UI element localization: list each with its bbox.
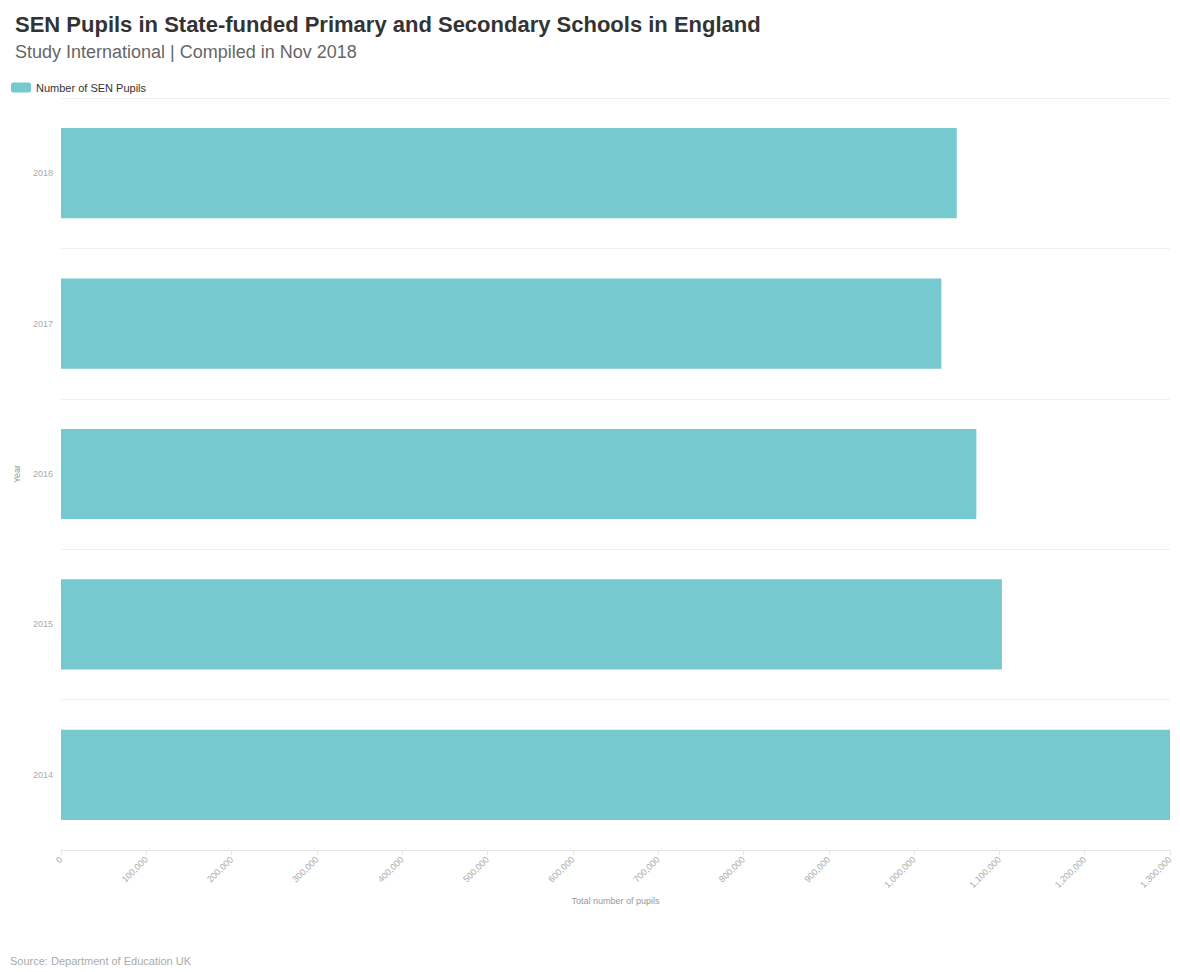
svg-text:700,000: 700,000	[632, 854, 662, 884]
svg-text:2016: 2016	[33, 469, 53, 479]
svg-text:500,000: 500,000	[461, 854, 491, 884]
svg-text:200,000: 200,000	[205, 854, 235, 884]
svg-text:1,000,000: 1,000,000	[882, 854, 917, 889]
svg-text:2015: 2015	[33, 619, 53, 629]
svg-text:SEN Pupils in State-funded Pri: SEN Pupils in State-funded Primary and S…	[15, 12, 761, 37]
svg-text:400,000: 400,000	[376, 854, 406, 884]
svg-text:1,300,000: 1,300,000	[1138, 854, 1173, 889]
svg-text:1,100,000: 1,100,000	[968, 854, 1003, 889]
svg-text:2014: 2014	[33, 770, 53, 780]
svg-text:Number of SEN Pupils: Number of SEN Pupils	[36, 82, 147, 94]
svg-text:Total number of pupils: Total number of pupils	[571, 896, 660, 906]
svg-text:1,200,000: 1,200,000	[1053, 854, 1088, 889]
svg-text:2017: 2017	[33, 319, 53, 329]
svg-text:600,000: 600,000	[546, 854, 576, 884]
svg-text:Year: Year	[12, 465, 22, 483]
svg-text:2018: 2018	[33, 168, 53, 178]
svg-text:Source: Department of Educatio: Source: Department of Education UK	[10, 955, 192, 967]
svg-text:Study International | Compiled: Study International | Compiled in Nov 20…	[15, 42, 357, 62]
svg-text:300,000: 300,000	[290, 854, 320, 884]
svg-text:0: 0	[54, 854, 65, 865]
svg-text:900,000: 900,000	[802, 854, 832, 884]
svg-text:800,000: 800,000	[717, 854, 747, 884]
svg-text:100,000: 100,000	[120, 854, 150, 884]
